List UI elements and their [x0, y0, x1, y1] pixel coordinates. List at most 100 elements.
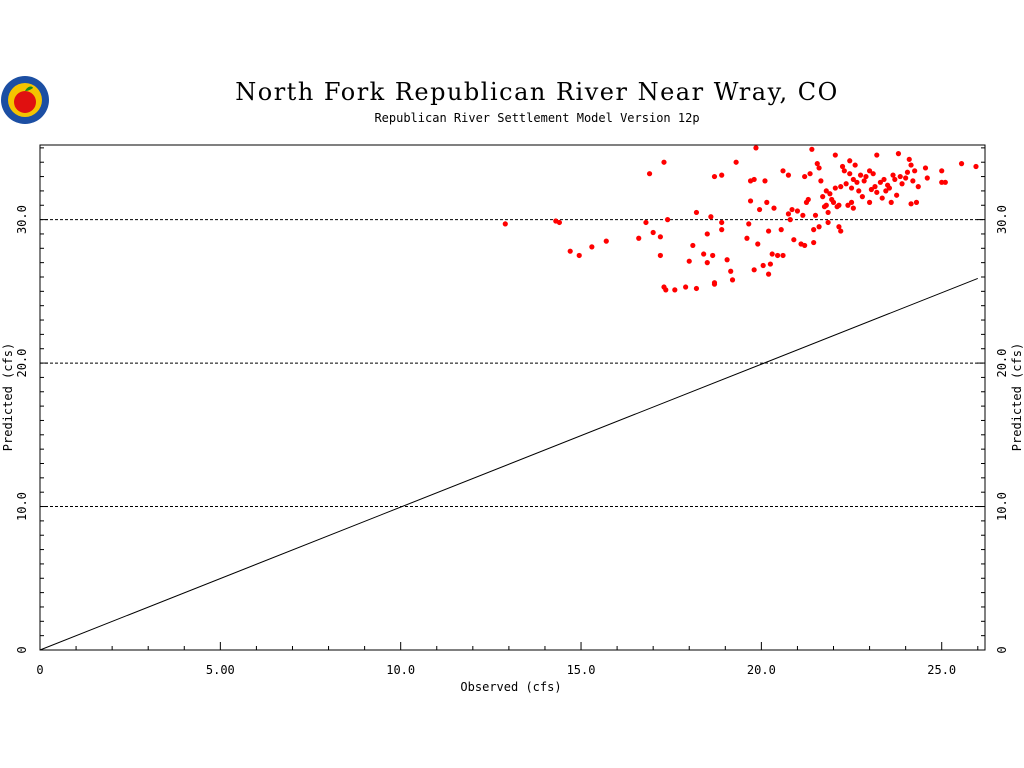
data-point — [912, 168, 918, 174]
data-point — [863, 173, 869, 180]
data-point — [800, 212, 806, 218]
data-point — [789, 206, 795, 213]
reference-line — [39, 277, 978, 651]
data-point — [908, 162, 914, 168]
data-point — [886, 185, 893, 191]
data-point — [847, 171, 853, 177]
data-point — [823, 188, 829, 194]
data-point — [816, 224, 822, 230]
y-tick-label-left: 30.0 — [15, 205, 29, 234]
data-point — [924, 175, 930, 181]
data-point — [650, 229, 656, 236]
data-point — [877, 179, 884, 185]
y-axis-label-right: Predicted (cfs) — [1010, 343, 1024, 451]
data-point — [850, 205, 856, 211]
x-axis-label: Observed (cfs) — [460, 680, 561, 694]
y-tick-label-right: 0 — [995, 646, 1009, 653]
data-point — [711, 173, 718, 180]
data-point — [805, 196, 811, 203]
data-point — [657, 252, 663, 259]
data-point — [848, 199, 855, 205]
data-point — [603, 238, 609, 244]
x-tick-label: 15.0 — [567, 663, 596, 677]
data-point — [811, 239, 817, 246]
data-point — [852, 162, 858, 168]
data-point — [769, 251, 775, 257]
data-point — [778, 227, 784, 233]
data-point — [942, 179, 948, 185]
data-point — [791, 237, 797, 243]
data-point — [892, 176, 898, 183]
y-tick-label-right: 20.0 — [995, 349, 1009, 378]
data-point — [832, 185, 838, 191]
data-point — [816, 165, 822, 171]
data-point — [874, 189, 880, 195]
data-point — [814, 161, 820, 167]
data-point — [812, 212, 819, 218]
data-point — [733, 159, 739, 165]
data-point — [854, 179, 860, 185]
data-point — [711, 280, 718, 286]
data-point — [861, 178, 867, 184]
data-point — [646, 171, 653, 177]
data-point — [794, 208, 801, 214]
data-point — [904, 169, 911, 175]
data-point — [868, 186, 874, 193]
data-point — [751, 176, 757, 183]
x-tick-label: 5.00 — [206, 663, 235, 677]
data-point — [859, 194, 865, 200]
data-point — [841, 168, 847, 174]
data-point — [771, 205, 777, 211]
logo-apple — [14, 91, 36, 113]
data-point — [780, 252, 786, 259]
data-point — [850, 176, 856, 183]
data-point — [556, 219, 562, 226]
data-point — [958, 161, 965, 167]
data-point — [589, 244, 595, 250]
data-points — [502, 145, 979, 293]
data-point — [939, 168, 945, 174]
data-point — [802, 242, 808, 249]
data-point — [895, 151, 902, 157]
data-point — [848, 185, 855, 191]
data-point — [823, 202, 829, 208]
data-point — [838, 228, 844, 234]
apple-seal-icon — [1, 76, 49, 124]
data-point — [818, 178, 824, 184]
data-point — [899, 181, 905, 187]
data-point — [753, 145, 759, 151]
data-point — [719, 172, 725, 178]
data-point — [910, 178, 916, 184]
data-point — [502, 221, 508, 227]
data-point — [643, 219, 649, 226]
data-point — [756, 206, 763, 213]
data-point — [664, 217, 671, 223]
data-point — [760, 262, 766, 269]
data-point — [915, 184, 921, 190]
data-point — [973, 163, 979, 170]
data-point — [686, 258, 692, 264]
data-point — [636, 235, 642, 241]
data-point — [701, 251, 707, 257]
data-point — [872, 184, 878, 190]
grid-lines — [40, 219, 985, 508]
y-axis-label-left: Predicted (cfs) — [1, 343, 15, 451]
data-point — [693, 209, 700, 216]
data-point — [762, 178, 768, 184]
data-point — [881, 176, 887, 183]
logo-leaf — [25, 86, 33, 91]
data-point — [836, 224, 842, 230]
data-point — [765, 228, 772, 234]
data-point — [787, 217, 793, 223]
data-point — [897, 173, 903, 180]
data-point — [874, 152, 880, 158]
data-point — [661, 159, 667, 165]
data-point — [729, 277, 736, 283]
data-point — [894, 192, 900, 198]
data-point — [746, 221, 752, 227]
data-point — [879, 195, 885, 201]
data-point — [890, 172, 896, 178]
data-point — [832, 152, 838, 158]
data-point — [888, 199, 894, 205]
